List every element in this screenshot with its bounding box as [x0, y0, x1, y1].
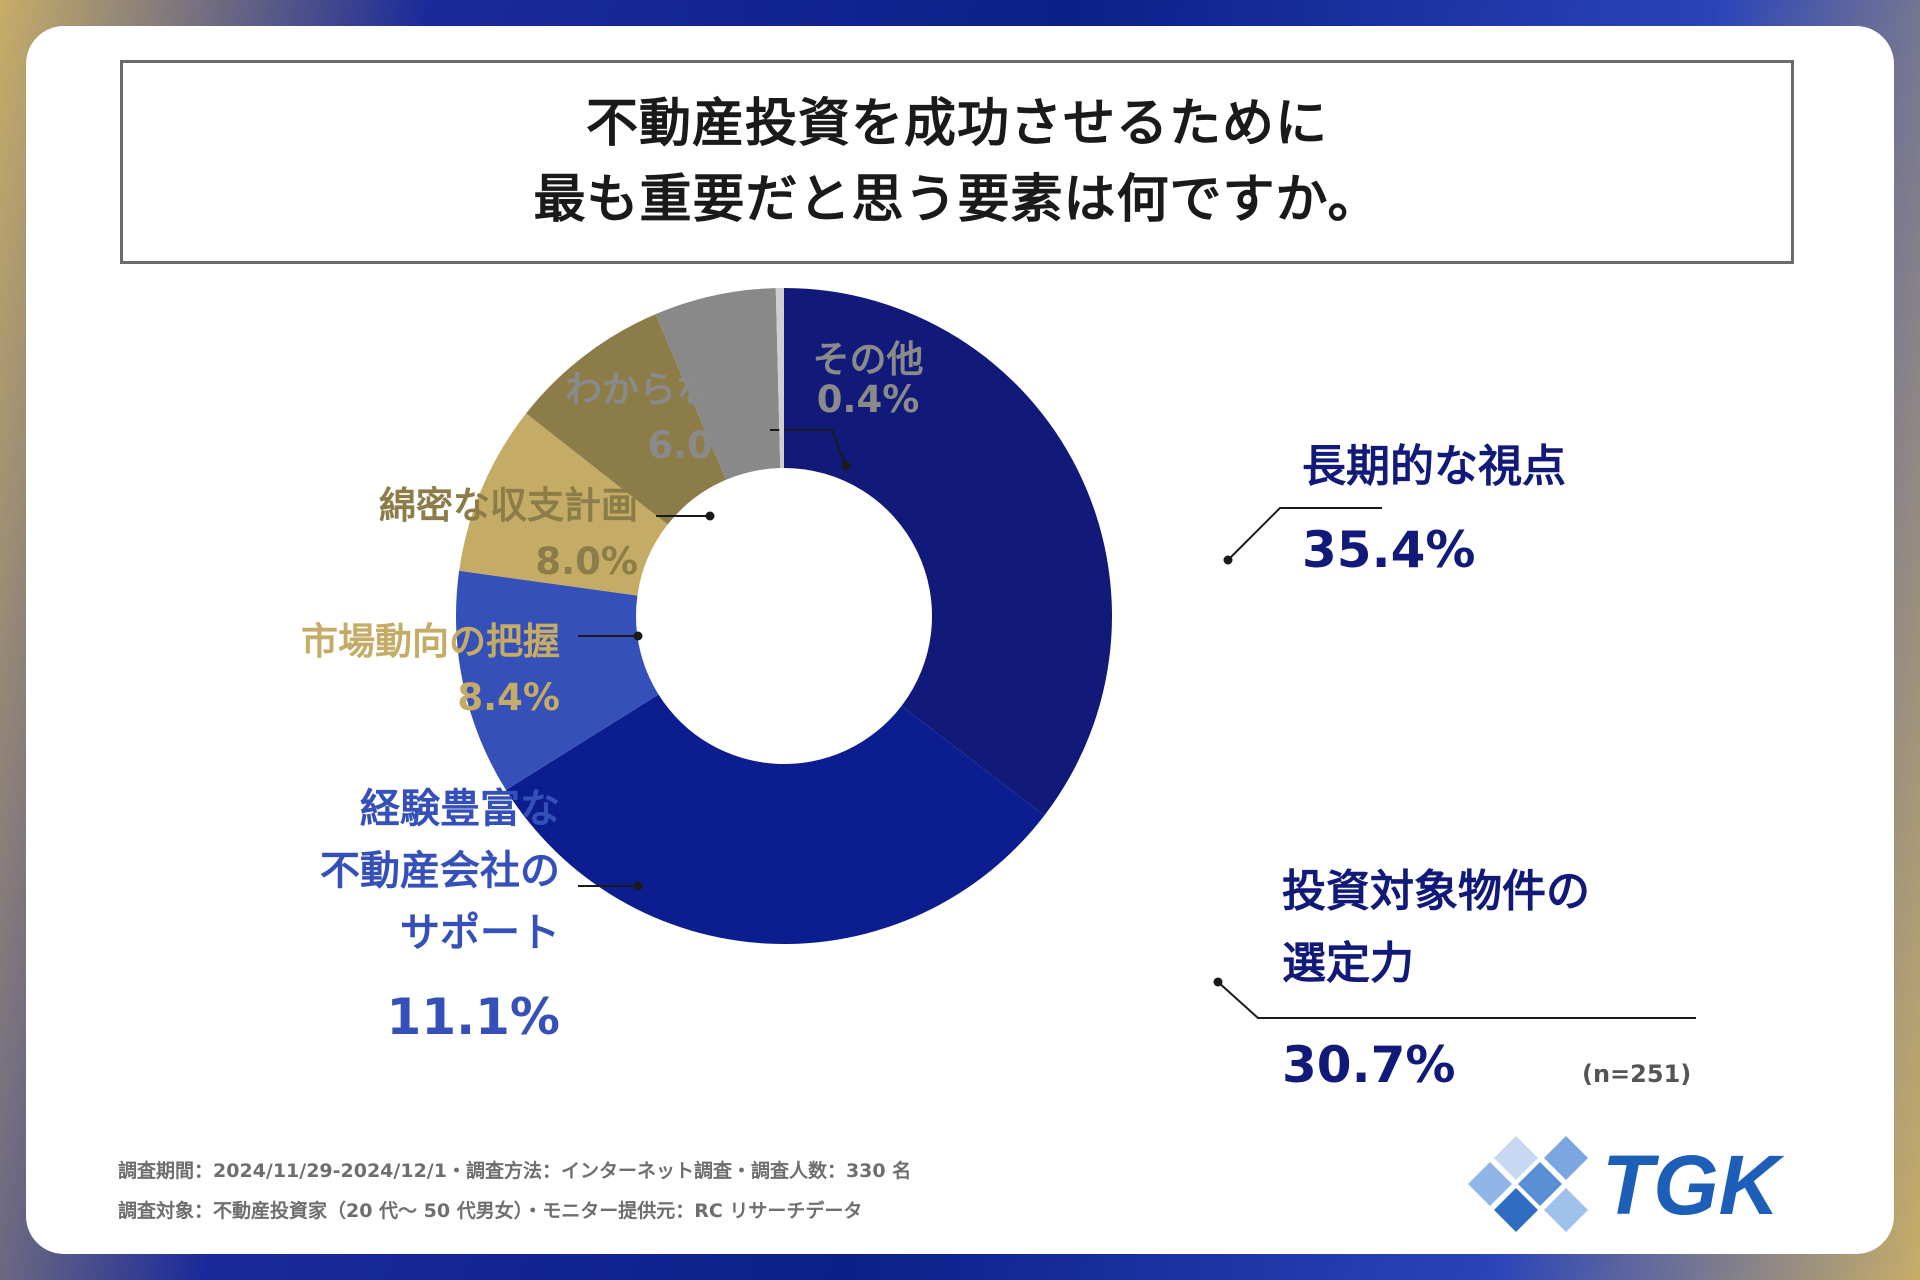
slice-value-label: 8.4% [457, 676, 560, 719]
leader-dot [1223, 555, 1233, 565]
slice-value-label: 8.0% [535, 540, 638, 583]
slice-value-label: 35.4% [1302, 521, 1475, 579]
donut-slice [655, 288, 781, 480]
slice-value-label: 0.4% [817, 378, 920, 421]
slice-label: 経験豊富な [360, 786, 560, 832]
title-box: 不動産投資を成功させるために 最も重要だと思う要素は何ですか。 [120, 60, 1794, 264]
footnote-survey-target: 調査対象：不動産投資家（20 代〜 50 代男女）・モニター提供元：RC リサー… [118, 1200, 863, 1222]
diamond-tiles-logo-icon [1468, 1136, 1588, 1232]
leader-line [1227, 507, 1382, 561]
logo-text: TGK [1602, 1138, 1785, 1232]
leader-dot [633, 631, 643, 641]
slice-label: 不動産会社の [320, 848, 560, 894]
donut-slice [784, 288, 1112, 816]
slice-label: 市場動向の把握 [301, 620, 560, 663]
slice-label: 長期的な視点 [1302, 441, 1566, 492]
slice-value-label: 30.7% [1282, 1036, 1455, 1094]
footnote-survey-period: 調査期間：2024/11/29-2024/12/1・調査方法：インターネット調査… [118, 1160, 912, 1182]
donut-slice [505, 694, 1045, 944]
donut-slice [456, 570, 659, 791]
leader-line [770, 429, 847, 467]
infographic-card: 不動産投資を成功させるために 最も重要だと思う要素は何ですか。 長期的な視点 35… [26, 26, 1894, 1254]
tgk-logo: TGK [1468, 1136, 1785, 1232]
slice-label: サポート [400, 910, 560, 956]
title-line-1: 不動産投資を成功させるために [585, 94, 1328, 154]
donut-slice [459, 413, 668, 596]
slice-label: その他 [813, 338, 924, 381]
leader-line [1217, 981, 1696, 1019]
title-line-2: 最も重要だと思う要素は何ですか。 [533, 170, 1381, 230]
slice-label: わからない [565, 368, 750, 411]
slice-label: 綿密な収支計画 [379, 484, 638, 527]
slice-value-label: 6.0% [647, 424, 750, 467]
leader-dot [705, 511, 715, 521]
donut-slice [775, 288, 784, 469]
leader-dot [1213, 977, 1223, 987]
leader-dot [633, 881, 643, 891]
slice-label: 選定力 [1282, 938, 1414, 989]
donut-slice [526, 314, 727, 525]
leader-dot [841, 461, 851, 471]
sample-size-label: (n=251) [1582, 1060, 1692, 1088]
slice-value-label: 11.1% [387, 988, 560, 1046]
slice-label: 投資対象物件の [1282, 866, 1590, 917]
